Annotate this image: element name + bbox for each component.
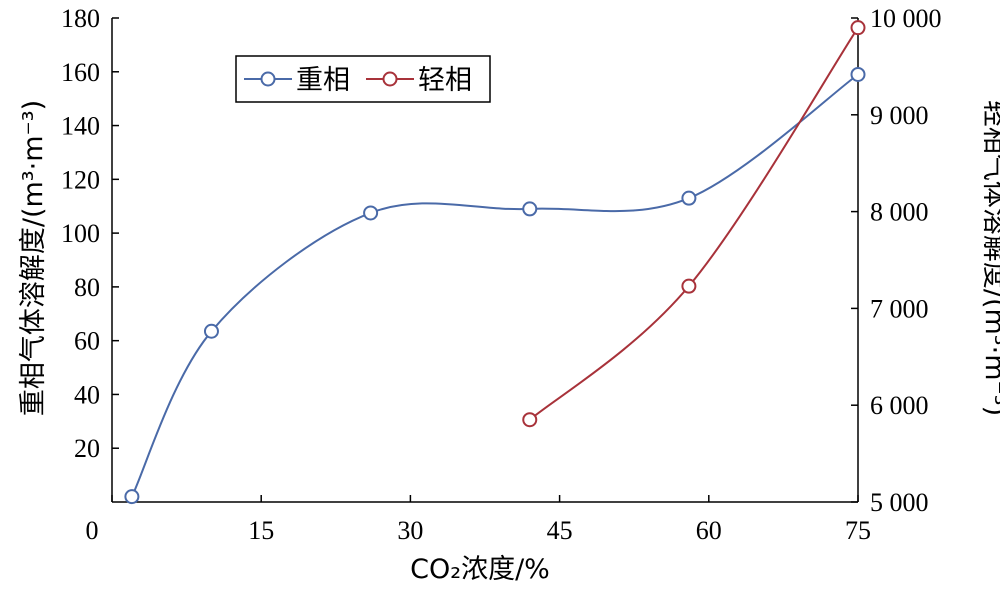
y-tick-label: 180 [61,4,100,33]
y2-tick-label: 8 000 [870,198,929,227]
legend: 重相 轻相 [235,55,491,103]
axes [111,18,859,503]
y2-tick-label: 5 000 [870,488,929,517]
series-line-light [529,27,859,421]
series-points [124,20,866,505]
x-tick-label: 30 [397,516,423,545]
y-tick-label: 20 [74,434,100,463]
y2-axis-title: 轻相气体溶解度/(m³·m⁻³) [979,100,1000,416]
x-tick-label: 60 [696,516,722,545]
legend-label-heavy: 重相 [296,65,350,96]
data-point-heavy [363,205,379,221]
x-tick-label: 15 [248,516,274,545]
ticks: 0 15 30 45 60 75 20 40 60 80 100 120 140 160 180 5 000 6… [61,4,942,545]
data-point-light [522,412,538,428]
y-tick-label: 40 [74,380,100,409]
y2-tick-label: 6 000 [870,391,929,420]
y2-tick-label: 9 000 [870,101,929,130]
legend-marker-heavy [260,71,276,87]
x-tick-label: 45 [547,516,573,545]
data-point-heavy [850,66,866,82]
x-tick-label: 75 [845,516,871,545]
x-axis-title: CO₂浓度/% [410,554,550,585]
data-point-light [850,20,866,36]
data-point-heavy [203,323,219,339]
y-tick-label: 80 [74,273,100,302]
y-tick-label: 60 [74,327,100,356]
series-line-heavy [130,73,859,498]
y2-tick-label: 7 000 [870,294,929,323]
legend-marker-light [382,71,398,87]
y-tick-label: 120 [61,165,100,194]
y2-tick-label: 10 000 [870,4,942,33]
y-tick-label: 100 [61,219,100,248]
data-point-heavy [522,201,538,217]
data-point-light [681,278,697,294]
data-point-heavy [681,190,697,206]
legend-label-light: 轻相 [418,65,472,96]
y-tick-label: 140 [61,112,100,141]
data-point-heavy [124,489,140,505]
y-tick-label: 160 [61,58,100,87]
x-tick-label: 0 [86,516,99,545]
series-lines [130,27,859,498]
y-axis-title: 重相气体溶解度/(m³·m⁻³) [18,100,49,416]
